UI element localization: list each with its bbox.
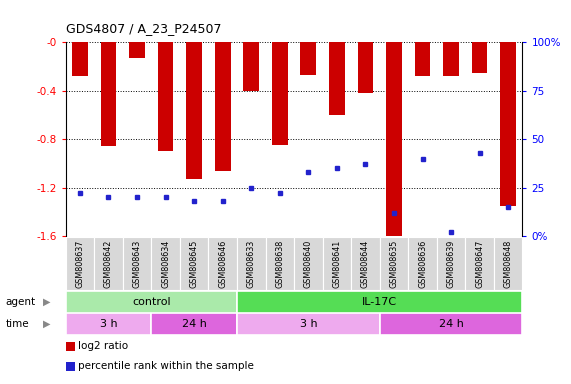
Text: 24 h: 24 h xyxy=(182,319,207,329)
Text: agent: agent xyxy=(6,297,36,307)
Text: GSM808647: GSM808647 xyxy=(475,240,484,288)
Text: GSM808633: GSM808633 xyxy=(247,240,256,288)
Text: time: time xyxy=(6,319,29,329)
Bar xyxy=(237,291,522,313)
Bar xyxy=(443,42,459,76)
Bar xyxy=(208,237,237,290)
Bar xyxy=(66,291,237,313)
Text: GSM808638: GSM808638 xyxy=(275,240,284,288)
Bar xyxy=(294,237,323,290)
Bar xyxy=(380,313,522,335)
Bar xyxy=(351,237,380,290)
Bar xyxy=(380,237,408,290)
Bar xyxy=(151,313,237,335)
Text: 3 h: 3 h xyxy=(300,319,317,329)
Text: GDS4807 / A_23_P24507: GDS4807 / A_23_P24507 xyxy=(66,22,221,35)
Text: GSM808637: GSM808637 xyxy=(75,240,85,288)
Text: GSM808646: GSM808646 xyxy=(218,240,227,288)
Bar xyxy=(215,42,231,171)
Text: GSM808648: GSM808648 xyxy=(504,240,513,288)
Text: GSM808640: GSM808640 xyxy=(304,240,313,288)
Bar xyxy=(72,42,88,76)
Bar xyxy=(237,313,380,335)
Text: GSM808641: GSM808641 xyxy=(332,240,341,288)
Bar xyxy=(300,42,316,75)
Bar xyxy=(180,237,208,290)
Bar xyxy=(472,42,488,73)
Bar xyxy=(123,237,151,290)
Text: log2 ratio: log2 ratio xyxy=(78,341,128,351)
Bar xyxy=(66,237,94,290)
Text: 24 h: 24 h xyxy=(439,319,464,329)
Text: GSM808645: GSM808645 xyxy=(190,240,199,288)
Bar xyxy=(237,237,266,290)
Bar xyxy=(357,42,373,93)
Bar xyxy=(94,237,123,290)
Bar xyxy=(437,237,465,290)
Bar xyxy=(272,42,288,145)
Text: GSM808634: GSM808634 xyxy=(161,240,170,288)
Text: percentile rank within the sample: percentile rank within the sample xyxy=(78,361,254,371)
Text: GSM808644: GSM808644 xyxy=(361,240,370,288)
Bar xyxy=(494,237,522,290)
Bar xyxy=(129,42,145,58)
Text: ▶: ▶ xyxy=(43,319,51,329)
Text: IL-17C: IL-17C xyxy=(362,297,397,307)
Bar xyxy=(465,237,494,290)
Text: GSM808643: GSM808643 xyxy=(132,240,142,288)
Bar xyxy=(266,237,294,290)
Bar xyxy=(323,237,351,290)
Bar xyxy=(329,42,345,115)
Bar xyxy=(158,42,174,151)
Text: GSM808636: GSM808636 xyxy=(418,240,427,288)
Text: GSM808642: GSM808642 xyxy=(104,240,113,288)
Bar xyxy=(408,237,437,290)
Bar xyxy=(186,42,202,179)
Bar xyxy=(500,42,516,206)
Text: control: control xyxy=(132,297,171,307)
Text: GSM808639: GSM808639 xyxy=(447,240,456,288)
Text: ▶: ▶ xyxy=(43,297,51,307)
Bar xyxy=(100,42,116,146)
Text: 3 h: 3 h xyxy=(100,319,117,329)
Bar xyxy=(386,42,402,236)
Bar xyxy=(66,313,151,335)
Bar xyxy=(151,237,180,290)
Bar xyxy=(243,42,259,91)
Text: GSM808635: GSM808635 xyxy=(389,240,399,288)
Bar xyxy=(415,42,431,76)
